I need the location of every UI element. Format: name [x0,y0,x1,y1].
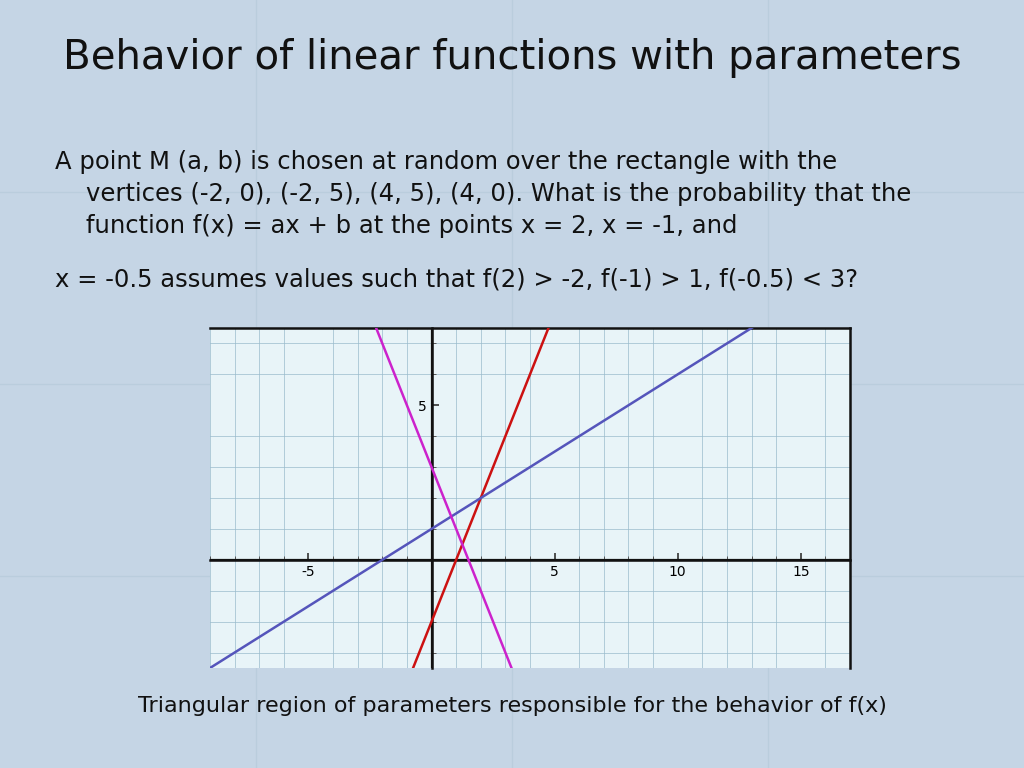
Text: x = -0.5 assumes values such that f(2) > -2, f(-1) > 1, f(-0.5) < 3?: x = -0.5 assumes values such that f(2) >… [55,268,858,292]
Text: Triangular region of parameters responsible for the behavior of f(x): Triangular region of parameters responsi… [137,696,887,716]
Text: Behavior of linear functions with parameters: Behavior of linear functions with parame… [62,38,962,78]
Text: vertices (-2, 0), (-2, 5), (4, 5), (4, 0). What is the probability that the: vertices (-2, 0), (-2, 5), (4, 5), (4, 0… [55,182,911,206]
Text: A point M (a, b) is chosen at random over the rectangle with the: A point M (a, b) is chosen at random ove… [55,150,838,174]
Text: function f(x) = ax + b at the points x = 2, x = -1, and: function f(x) = ax + b at the points x =… [55,214,737,238]
